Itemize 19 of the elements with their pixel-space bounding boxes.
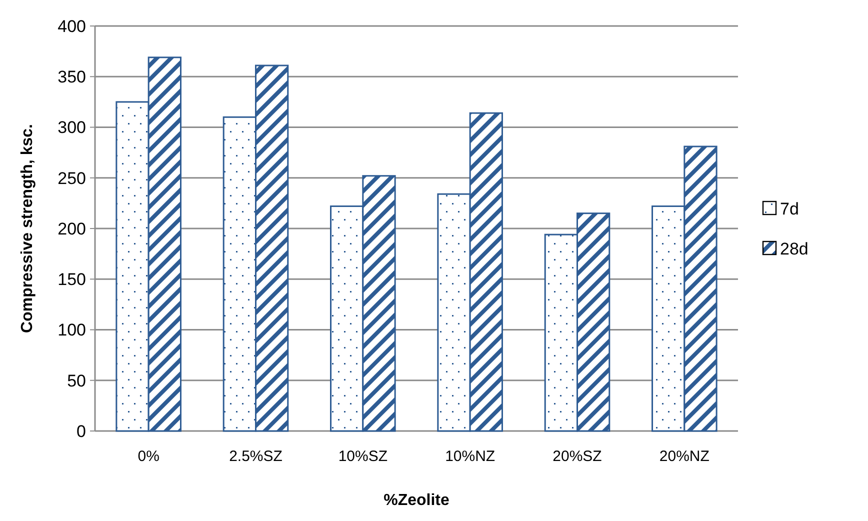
y-tick-label: 200 bbox=[58, 219, 86, 238]
y-tick-label: 400 bbox=[58, 16, 86, 36]
y-tick-label: 300 bbox=[58, 118, 86, 138]
y-tick-label: 100 bbox=[58, 320, 86, 340]
x-tick-label: 20%SZ bbox=[552, 448, 602, 465]
y-axis-title: Compressive strength, ksc. bbox=[19, 124, 36, 333]
y-tick-label: 150 bbox=[58, 270, 86, 290]
x-tick-label: 2.5%SZ bbox=[229, 448, 282, 465]
x-tick-label: 0% bbox=[138, 448, 160, 465]
x-tick-label: 10%NZ bbox=[445, 448, 496, 465]
y-tick-label: 250 bbox=[58, 168, 86, 188]
x-tick-label: 10%SZ bbox=[338, 448, 388, 465]
x-axis-title: %Zeolite bbox=[384, 492, 450, 509]
x-tick-label: 20%NZ bbox=[659, 448, 710, 465]
legend-label: 28d bbox=[780, 239, 808, 258]
y-tick-label: 0 bbox=[76, 422, 86, 441]
y-tick-label: 350 bbox=[58, 68, 86, 87]
legend-label: 7d bbox=[780, 199, 799, 218]
y-tick-label: 50 bbox=[67, 371, 86, 390]
